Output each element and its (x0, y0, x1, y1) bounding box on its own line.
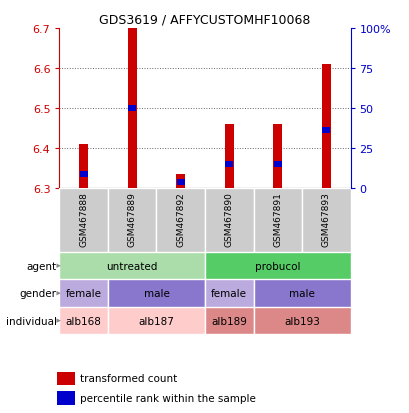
Text: GSM467889: GSM467889 (128, 192, 136, 247)
Text: probucol: probucol (254, 261, 300, 271)
Text: GSM467888: GSM467888 (79, 192, 88, 247)
Bar (273, 162, 281, 167)
Bar (273, 125, 281, 189)
Text: male: male (288, 289, 314, 299)
Bar (176, 180, 184, 185)
Text: alb168: alb168 (65, 316, 101, 326)
Bar (301, 189, 350, 252)
Bar (204, 189, 253, 252)
Text: male: male (143, 289, 169, 299)
Bar (204, 280, 253, 307)
Bar (57, 372, 75, 385)
Bar (128, 106, 136, 112)
Bar (57, 392, 75, 405)
Bar (108, 280, 204, 307)
Text: gender: gender (20, 289, 56, 299)
Bar (225, 162, 233, 167)
Bar (108, 189, 156, 252)
Bar (128, 29, 136, 189)
Text: agent: agent (26, 261, 56, 271)
Bar (108, 307, 204, 335)
Bar (80, 172, 88, 177)
Bar (253, 307, 350, 335)
Bar (59, 252, 204, 280)
Text: alb187: alb187 (138, 316, 174, 326)
Bar (59, 280, 108, 307)
Text: alb189: alb189 (211, 316, 247, 326)
Bar (176, 175, 184, 189)
Text: alb193: alb193 (283, 316, 319, 326)
Bar (253, 189, 301, 252)
Text: percentile rank within the sample: percentile rank within the sample (80, 393, 256, 403)
Text: female: female (65, 289, 101, 299)
Bar (321, 65, 330, 189)
Text: GSM467891: GSM467891 (273, 192, 281, 247)
Bar (321, 128, 329, 133)
Bar (225, 125, 233, 189)
Text: GSM467892: GSM467892 (176, 192, 185, 247)
Text: transformed count: transformed count (80, 373, 177, 383)
Bar (156, 189, 204, 252)
Text: GSM467890: GSM467890 (224, 192, 233, 247)
Bar (204, 307, 253, 335)
Bar (204, 252, 350, 280)
Bar (59, 189, 108, 252)
Text: female: female (211, 289, 247, 299)
Text: individual: individual (6, 316, 56, 326)
Text: untreated: untreated (106, 261, 157, 271)
Text: GSM467893: GSM467893 (321, 192, 330, 247)
Bar (253, 280, 350, 307)
Bar (59, 307, 108, 335)
Title: GDS3619 / AFFYCUSTOMHF10068: GDS3619 / AFFYCUSTOMHF10068 (99, 13, 310, 26)
Bar (79, 145, 88, 189)
